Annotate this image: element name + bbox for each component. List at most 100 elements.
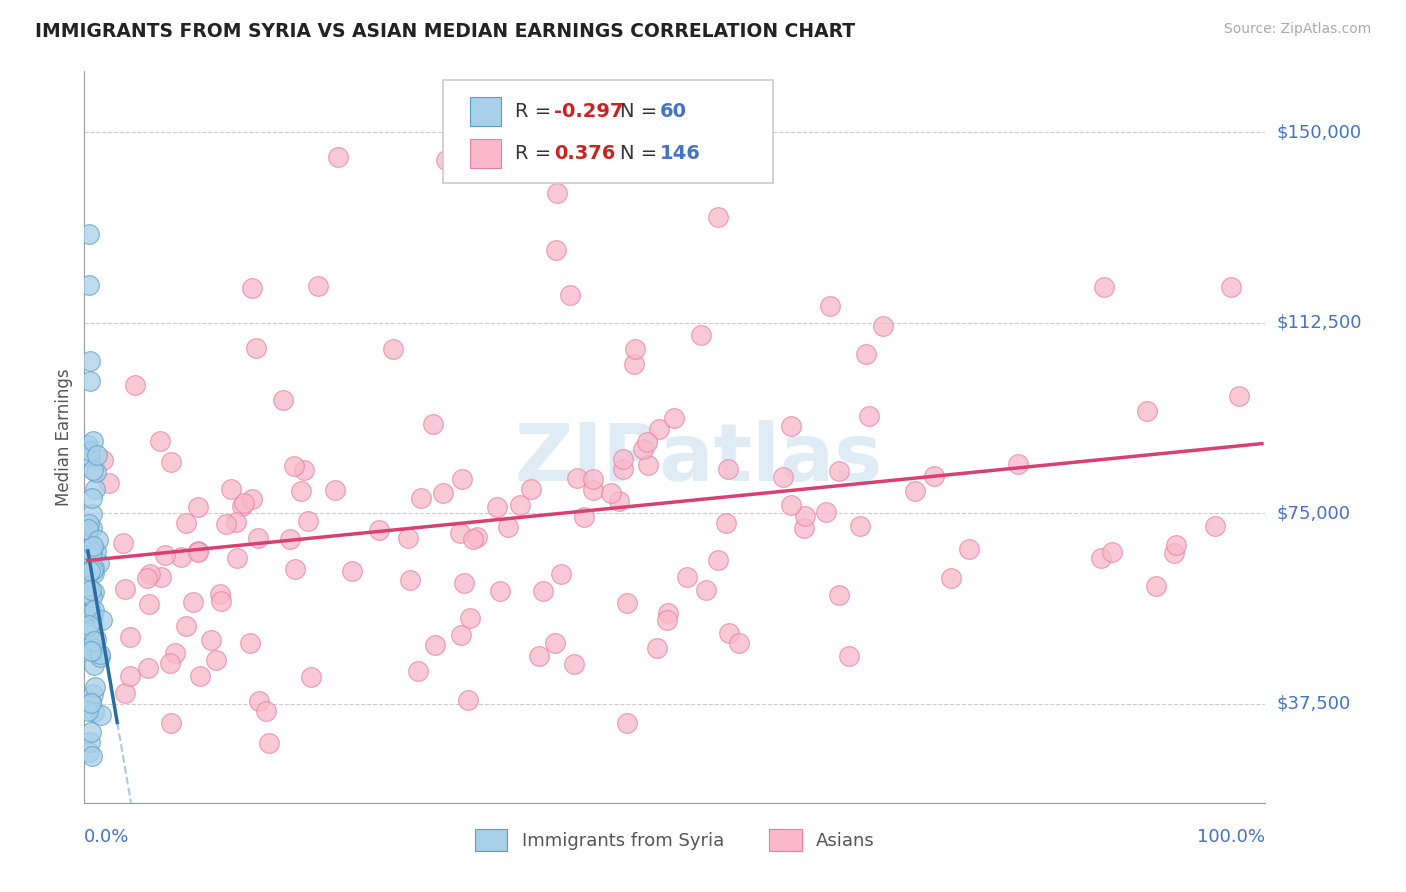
Point [77, 227, 100, 241]
Point [396, 531, 419, 545]
Point [655, 613, 678, 627]
Point [1136, 403, 1159, 417]
Point [124, 377, 146, 392]
Point [111, 536, 134, 550]
Point [406, 664, 429, 678]
Point [98, 475, 121, 490]
Point [612, 452, 634, 467]
Point [657, 606, 679, 620]
Point [77, 437, 100, 451]
Point [425, 639, 447, 653]
Point [90, 707, 112, 722]
Point [86, 448, 108, 462]
Point [219, 482, 242, 496]
Point [612, 462, 634, 476]
Point [254, 704, 277, 718]
Point [714, 516, 737, 530]
Point [903, 484, 925, 499]
Point [245, 341, 267, 355]
Point [83, 634, 105, 648]
Point [453, 575, 475, 590]
Point [382, 342, 405, 356]
Point [84, 632, 107, 646]
Point [77, 704, 100, 718]
Point [465, 530, 488, 544]
Point [86, 543, 108, 558]
Point [83, 657, 105, 672]
Point [82, 687, 104, 701]
Text: 146: 146 [659, 144, 700, 163]
Point [205, 653, 228, 667]
Point [1007, 457, 1029, 471]
Point [695, 583, 717, 598]
Point [582, 483, 605, 497]
Point [80, 582, 103, 597]
Point [815, 505, 838, 519]
Point [1227, 389, 1250, 403]
Point [292, 463, 315, 477]
Point [780, 419, 803, 434]
Point [297, 514, 319, 528]
Point [648, 422, 671, 436]
Point [290, 483, 312, 498]
Point [449, 526, 471, 541]
Y-axis label: Median Earnings: Median Earnings [55, 368, 73, 506]
Point [79, 549, 101, 563]
Point [84, 681, 107, 695]
Point [616, 597, 638, 611]
Point [79, 608, 101, 623]
Point [80, 605, 103, 619]
Text: $75,000: $75,000 [1277, 504, 1351, 523]
Point [153, 549, 176, 563]
Point [79, 444, 101, 458]
Point [690, 328, 713, 343]
Text: $37,500: $37,500 [1277, 695, 1351, 713]
Point [340, 565, 363, 579]
Point [838, 648, 860, 663]
Point [188, 669, 211, 683]
Point [485, 500, 508, 515]
Point [422, 417, 444, 431]
Point [118, 630, 141, 644]
Point [461, 532, 484, 546]
Point [550, 566, 572, 581]
Point [79, 564, 101, 578]
Point [1220, 279, 1243, 293]
Point [118, 669, 141, 683]
Point [307, 278, 329, 293]
Point [793, 521, 815, 535]
Point [163, 646, 186, 660]
Point [457, 693, 479, 707]
Point [600, 485, 623, 500]
Point [706, 553, 728, 567]
Point [567, 470, 589, 484]
Point [174, 619, 197, 633]
Point [624, 343, 647, 357]
Point [1090, 551, 1112, 566]
Point [91, 613, 114, 627]
Point [828, 464, 851, 478]
Point [637, 458, 659, 472]
Point [159, 656, 181, 670]
Point [247, 694, 270, 708]
Point [208, 587, 231, 601]
Point [183, 595, 205, 609]
Point [607, 494, 630, 508]
Point [150, 570, 173, 584]
Point [200, 632, 222, 647]
Point [283, 458, 305, 473]
Point [79, 623, 101, 637]
Point [411, 491, 433, 505]
Point [623, 357, 645, 371]
Point [858, 409, 880, 423]
Point [278, 532, 301, 546]
Point [246, 531, 269, 545]
Point [957, 541, 980, 556]
Point [434, 153, 457, 168]
Point [80, 639, 103, 653]
Point [531, 583, 554, 598]
Point [91, 452, 114, 467]
Point [616, 716, 638, 731]
Point [546, 186, 568, 200]
Point [82, 507, 104, 521]
